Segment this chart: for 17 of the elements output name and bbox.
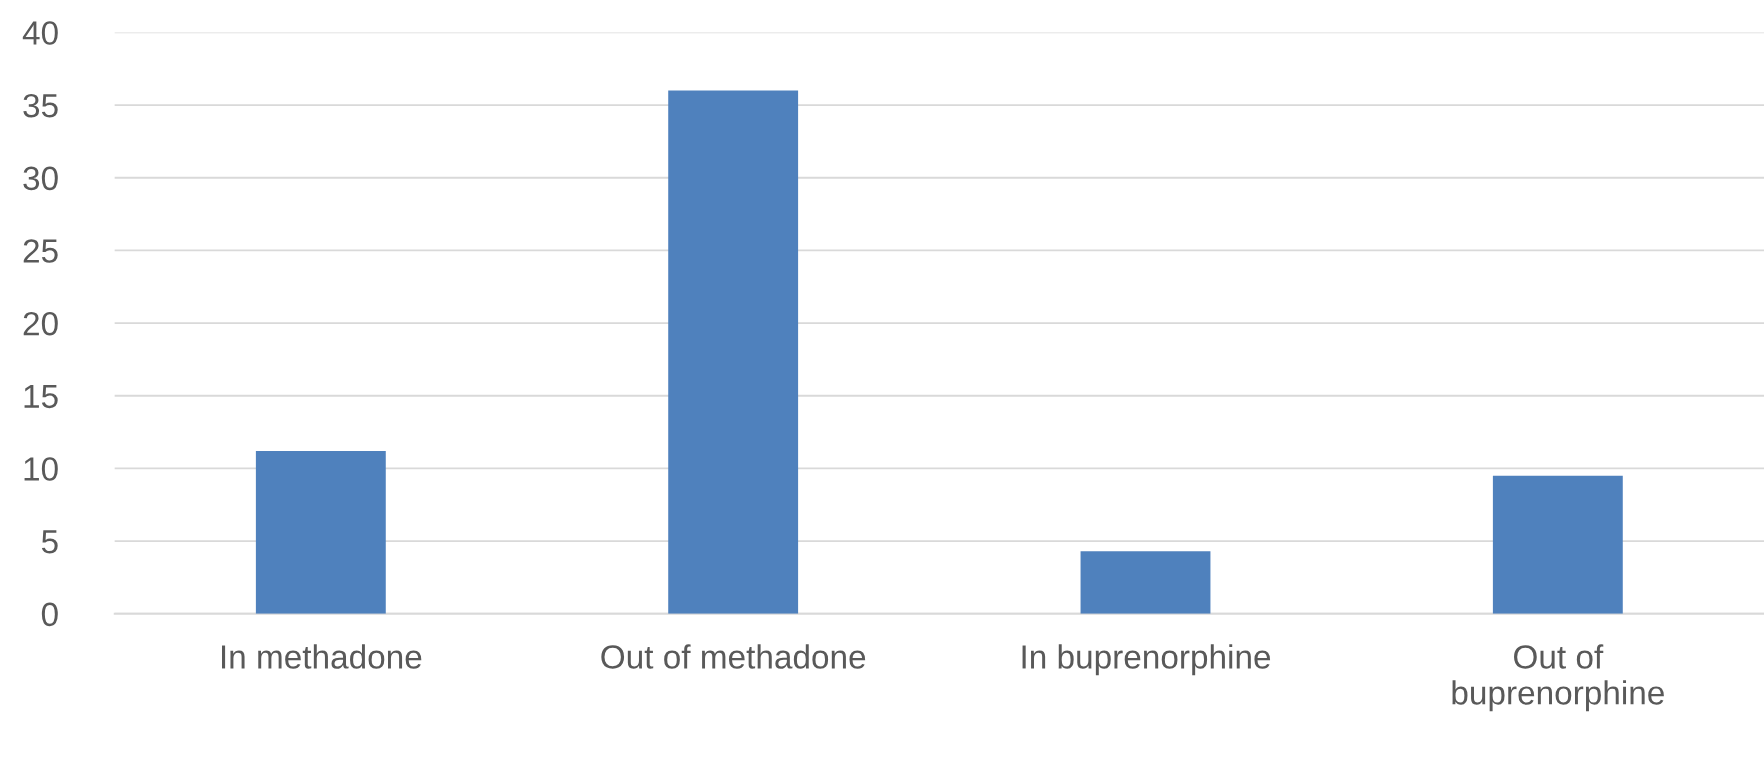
bar — [668, 90, 799, 614]
y-tick-label: 15 — [24, 384, 58, 409]
x-tick-label: Out of methadone — [601, 644, 866, 669]
y-tick-label: 0 — [41, 602, 58, 627]
y-tick-label: 5 — [41, 530, 58, 554]
x-tick-label: Out of buprenorphine — [1452, 644, 1664, 712]
y-tick-label: 10 — [24, 457, 58, 481]
x-tick-label: In buprenorphine — [1022, 644, 1271, 676]
y-tick-label: 20 — [23, 311, 58, 336]
bar — [1492, 475, 1623, 614]
bar — [255, 450, 386, 614]
y-tick-label: 25 — [23, 239, 58, 263]
x-tick-label: In methadone — [221, 644, 422, 669]
y-tick-label: 35 — [23, 93, 58, 118]
y-tick-label: 30 — [23, 166, 58, 191]
y-tick-label: 40 — [22, 21, 58, 45]
bar — [1080, 551, 1211, 614]
